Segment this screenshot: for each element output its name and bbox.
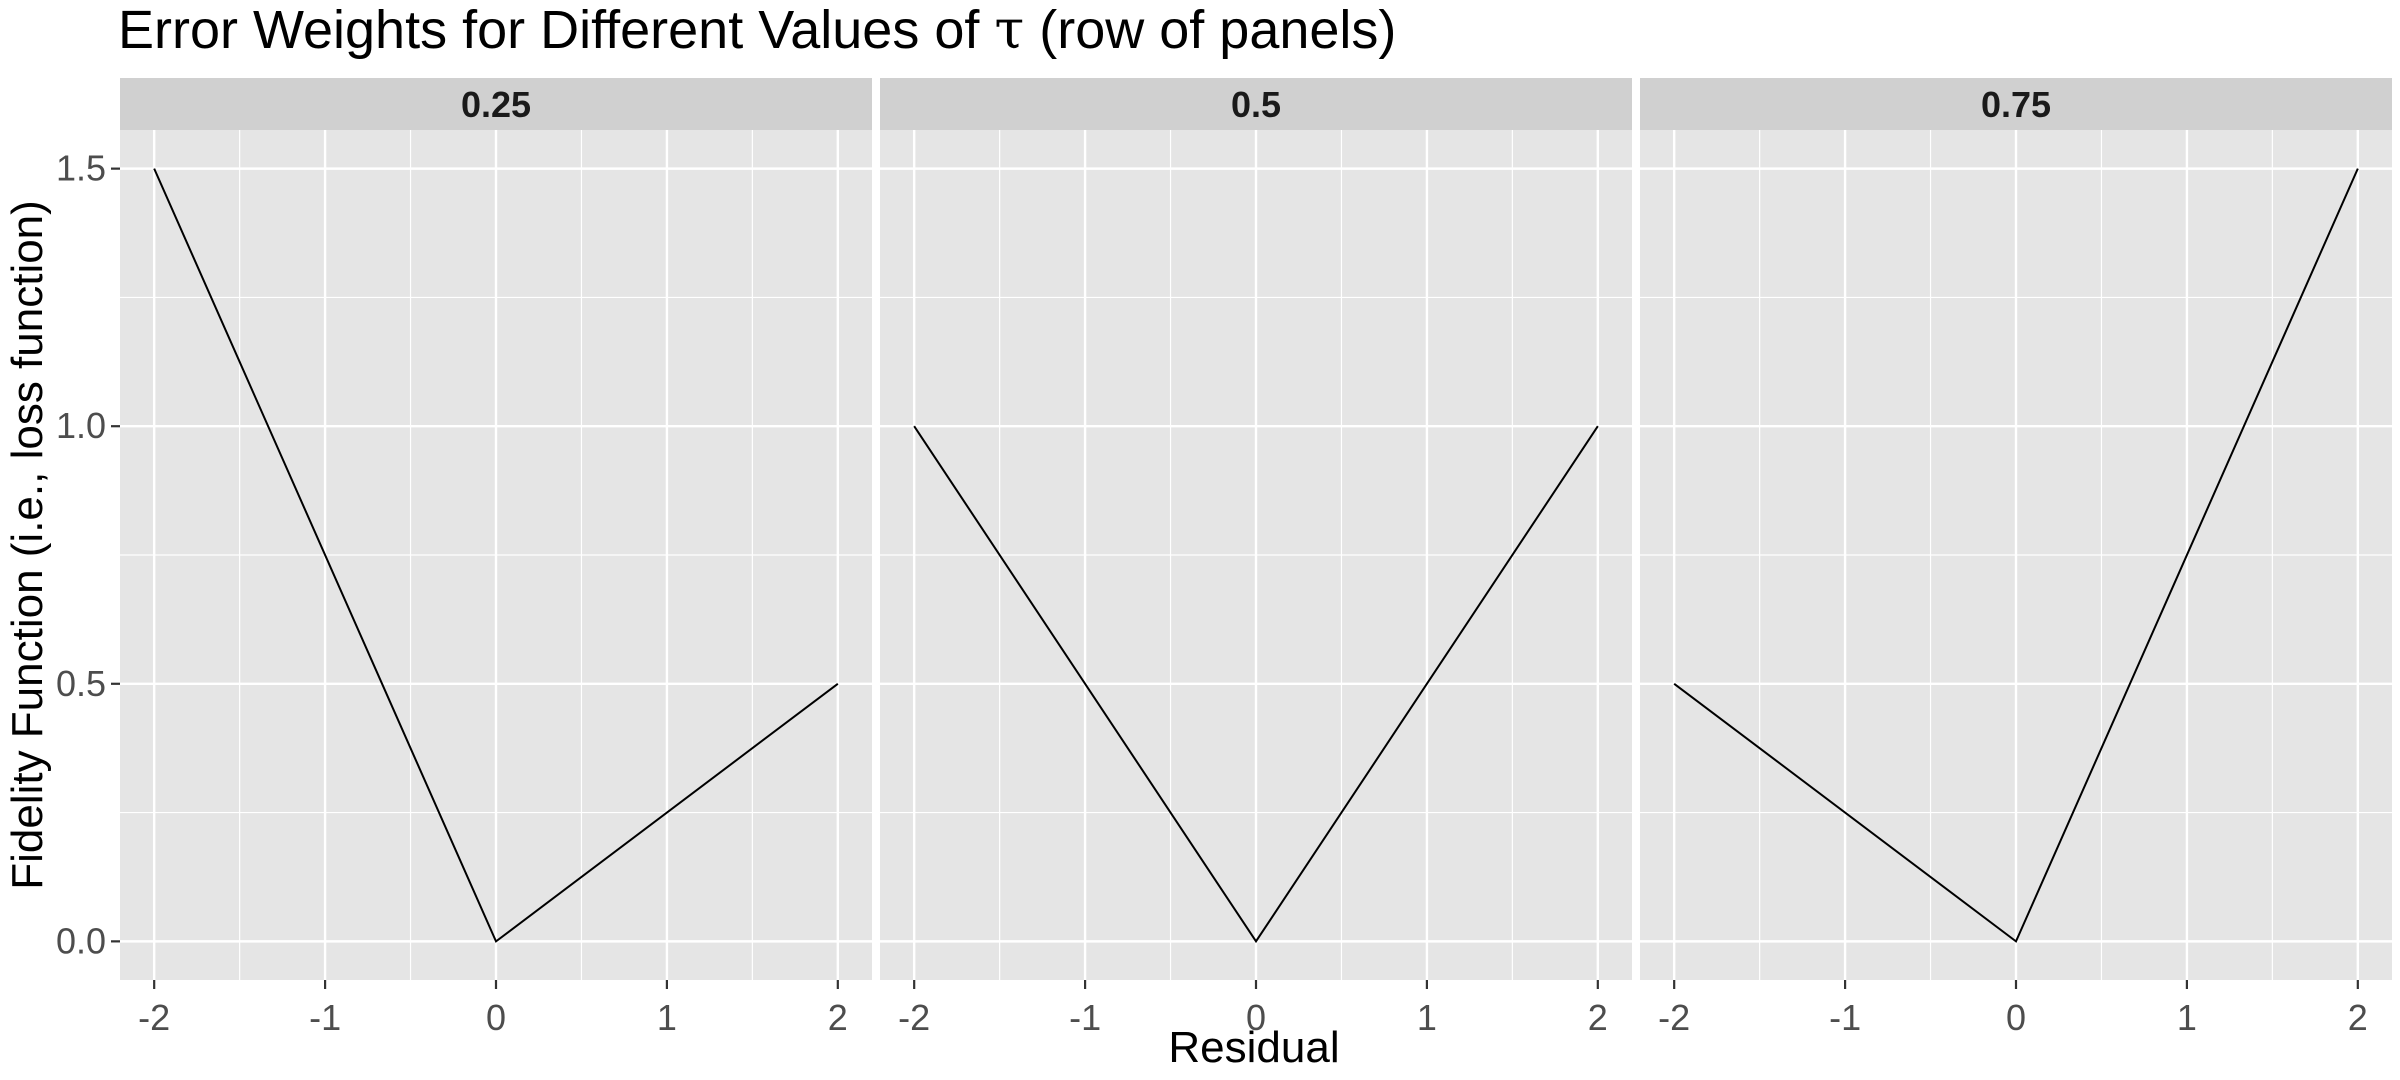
facet-panel-0.25: 0.25 -2 -1 0 1 2 0.0 0.5 1.0 1.5 bbox=[56, 78, 872, 1038]
facet-panel-0.75: 0.75 -2 -1 0 1 2 bbox=[1640, 78, 2392, 1038]
title-prefix: Error Weights for Different Values of bbox=[118, 0, 994, 60]
series-line bbox=[153, 168, 839, 943]
y-tick-label: 1.5 bbox=[56, 148, 106, 189]
facet-strip-label: 0.25 bbox=[461, 84, 531, 125]
x-tick-label: -2 bbox=[898, 997, 930, 1038]
x-tick-label: 0 bbox=[1246, 997, 1266, 1038]
facet-strip-label: 0.5 bbox=[1231, 84, 1281, 125]
facet-strip bbox=[1640, 78, 2392, 130]
x-tick-label: 1 bbox=[2177, 997, 2197, 1038]
x-tick-label: 2 bbox=[1588, 997, 1608, 1038]
facet-strip-label: 0.75 bbox=[1981, 84, 2051, 125]
x-tick-label: -2 bbox=[1658, 997, 1690, 1038]
chart-title: Error Weights for Different Values of τ … bbox=[118, 0, 1396, 61]
x-tick-label: -2 bbox=[138, 997, 170, 1038]
title-tau-symbol: τ bbox=[994, 0, 1024, 61]
y-tick-label: 1.0 bbox=[56, 405, 106, 446]
facet-panels: 0.25 -2 -1 0 1 2 0.0 0.5 1.0 1.5 0.5 -2 -1 0 1 2 0.75 -2 -… bbox=[56, 78, 2392, 1038]
x-tick-label: 1 bbox=[1417, 997, 1437, 1038]
series-line bbox=[1673, 168, 2359, 943]
x-tick-label: 0 bbox=[2006, 997, 2026, 1038]
x-tick-label: 2 bbox=[2348, 997, 2368, 1038]
title-suffix: (row of panels) bbox=[1024, 0, 1396, 60]
y-tick-label: 0.5 bbox=[56, 663, 106, 704]
y-axis-title: Fidelity Function (i.e., loss function) bbox=[3, 200, 52, 890]
facet-strip bbox=[120, 78, 872, 130]
y-tick-label: 0.0 bbox=[56, 920, 106, 961]
x-axis-title: Residual bbox=[1168, 1023, 1339, 1072]
x-tick-label: 2 bbox=[828, 997, 848, 1038]
series-line bbox=[913, 425, 1599, 944]
x-tick-label: -1 bbox=[1829, 997, 1861, 1038]
x-tick-label: 1 bbox=[657, 997, 677, 1038]
facet-strip bbox=[880, 78, 1632, 130]
x-tick-label: 0 bbox=[486, 997, 506, 1038]
x-tick-label: -1 bbox=[1069, 997, 1101, 1038]
x-tick-label: -1 bbox=[309, 997, 341, 1038]
facet-panel-0.5: 0.5 -2 -1 0 1 2 bbox=[880, 78, 1632, 1038]
